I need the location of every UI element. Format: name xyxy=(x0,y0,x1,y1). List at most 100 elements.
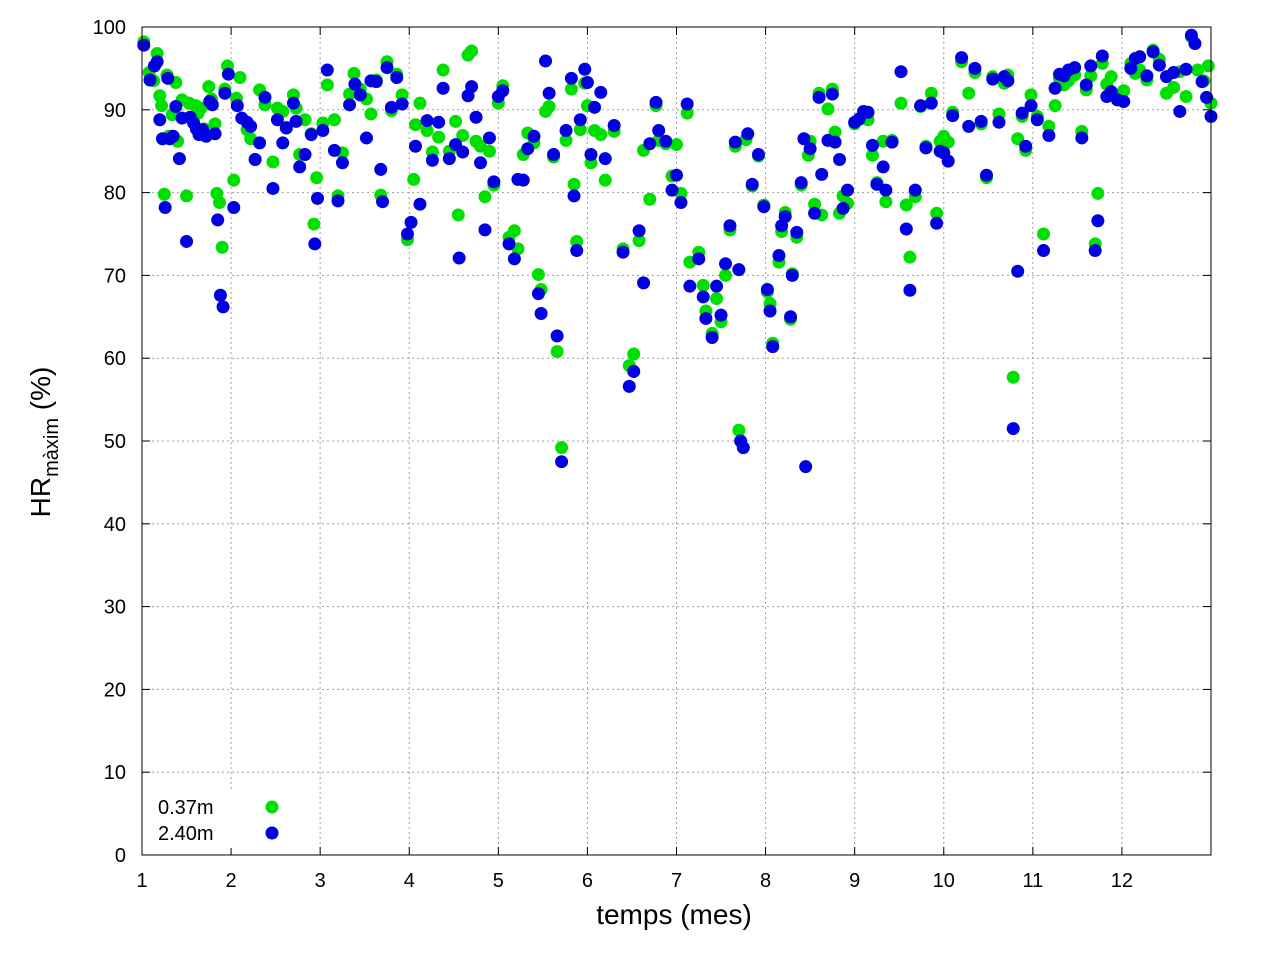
data-point xyxy=(941,154,955,168)
data-point xyxy=(865,148,879,162)
data-point xyxy=(894,96,908,110)
data-point xyxy=(531,268,545,282)
legend-label: 2.40m xyxy=(158,823,214,845)
data-point xyxy=(785,268,799,282)
data-point xyxy=(815,167,829,181)
x-tick-label: 3 xyxy=(315,870,326,892)
data-point xyxy=(573,113,587,127)
data-point xyxy=(632,234,646,248)
data-point xyxy=(757,200,771,214)
data-point xyxy=(233,71,247,85)
data-point xyxy=(534,306,548,320)
data-point xyxy=(1104,70,1118,84)
data-point xyxy=(714,308,728,322)
y-tick-label: 10 xyxy=(104,762,126,784)
data-point xyxy=(594,85,608,99)
y-tick-label: 70 xyxy=(104,265,126,287)
data-point xyxy=(425,153,439,167)
data-point xyxy=(153,113,167,127)
data-point xyxy=(914,99,928,113)
data-point xyxy=(1079,78,1093,92)
data-point xyxy=(286,96,300,110)
data-point xyxy=(539,54,553,68)
data-point xyxy=(794,176,808,190)
data-point xyxy=(962,119,976,133)
data-point xyxy=(992,115,1006,129)
data-point xyxy=(496,84,510,98)
data-point xyxy=(469,110,483,124)
data-point xyxy=(588,100,602,114)
data-point xyxy=(723,219,737,233)
data-point xyxy=(728,135,742,149)
data-point xyxy=(413,197,427,211)
data-point xyxy=(258,90,272,104)
data-point xyxy=(327,113,341,127)
data-point xyxy=(308,237,322,251)
data-point xyxy=(413,96,427,110)
data-point xyxy=(797,132,811,146)
data-point xyxy=(465,44,479,58)
data-point xyxy=(1152,58,1166,72)
data-point xyxy=(343,87,357,101)
y-tick-label: 50 xyxy=(104,431,126,453)
x-tick-label: 9 xyxy=(849,870,860,892)
data-point xyxy=(643,192,657,206)
data-point xyxy=(153,89,167,103)
data-point xyxy=(158,201,172,215)
data-point xyxy=(244,119,258,133)
data-point xyxy=(547,148,561,162)
data-point xyxy=(924,96,938,110)
data-point xyxy=(400,227,414,241)
data-point xyxy=(1091,214,1105,228)
data-point xyxy=(218,86,232,100)
data-point xyxy=(320,78,334,92)
data-point xyxy=(266,181,280,195)
data-point xyxy=(527,129,541,143)
y-tick-label: 60 xyxy=(104,348,126,370)
data-point xyxy=(456,145,470,159)
data-point xyxy=(320,63,334,77)
data-point xyxy=(736,441,750,455)
data-point xyxy=(946,109,960,123)
data-point xyxy=(643,137,657,151)
data-point xyxy=(216,300,230,314)
plot-frame xyxy=(141,26,1212,856)
data-point xyxy=(1195,75,1209,89)
x-tick-label: 12 xyxy=(1111,870,1133,892)
data-point xyxy=(335,156,349,170)
data-point xyxy=(674,196,688,210)
data-point xyxy=(248,152,262,166)
data-point xyxy=(670,168,683,182)
y-tick-label: 40 xyxy=(104,514,126,536)
data-point xyxy=(627,347,641,361)
data-point xyxy=(1006,422,1020,436)
data-point xyxy=(865,138,879,152)
data-point xyxy=(1024,88,1038,102)
data-point xyxy=(208,127,222,141)
data-point xyxy=(1091,186,1105,200)
data-point xyxy=(1037,227,1051,241)
data-point xyxy=(180,234,194,248)
data-point xyxy=(1042,128,1056,142)
data-point xyxy=(578,62,592,76)
data-point xyxy=(732,423,746,437)
data-point xyxy=(751,148,765,162)
data-point xyxy=(567,177,581,191)
data-point xyxy=(395,97,409,111)
x-tick-label: 1 xyxy=(136,870,147,892)
x-axis-title: temps (mes) xyxy=(596,899,752,930)
data-point xyxy=(1048,81,1062,95)
data-point xyxy=(741,127,755,141)
data-point xyxy=(270,113,284,127)
data-point xyxy=(289,114,303,128)
data-point xyxy=(1188,37,1202,51)
y-tick-label: 30 xyxy=(104,597,126,619)
data-point xyxy=(680,106,694,120)
data-point xyxy=(670,138,683,152)
data-point xyxy=(310,171,324,185)
data-point xyxy=(825,87,839,101)
data-point xyxy=(1042,119,1056,133)
data-point xyxy=(227,201,241,215)
data-point xyxy=(594,128,608,142)
